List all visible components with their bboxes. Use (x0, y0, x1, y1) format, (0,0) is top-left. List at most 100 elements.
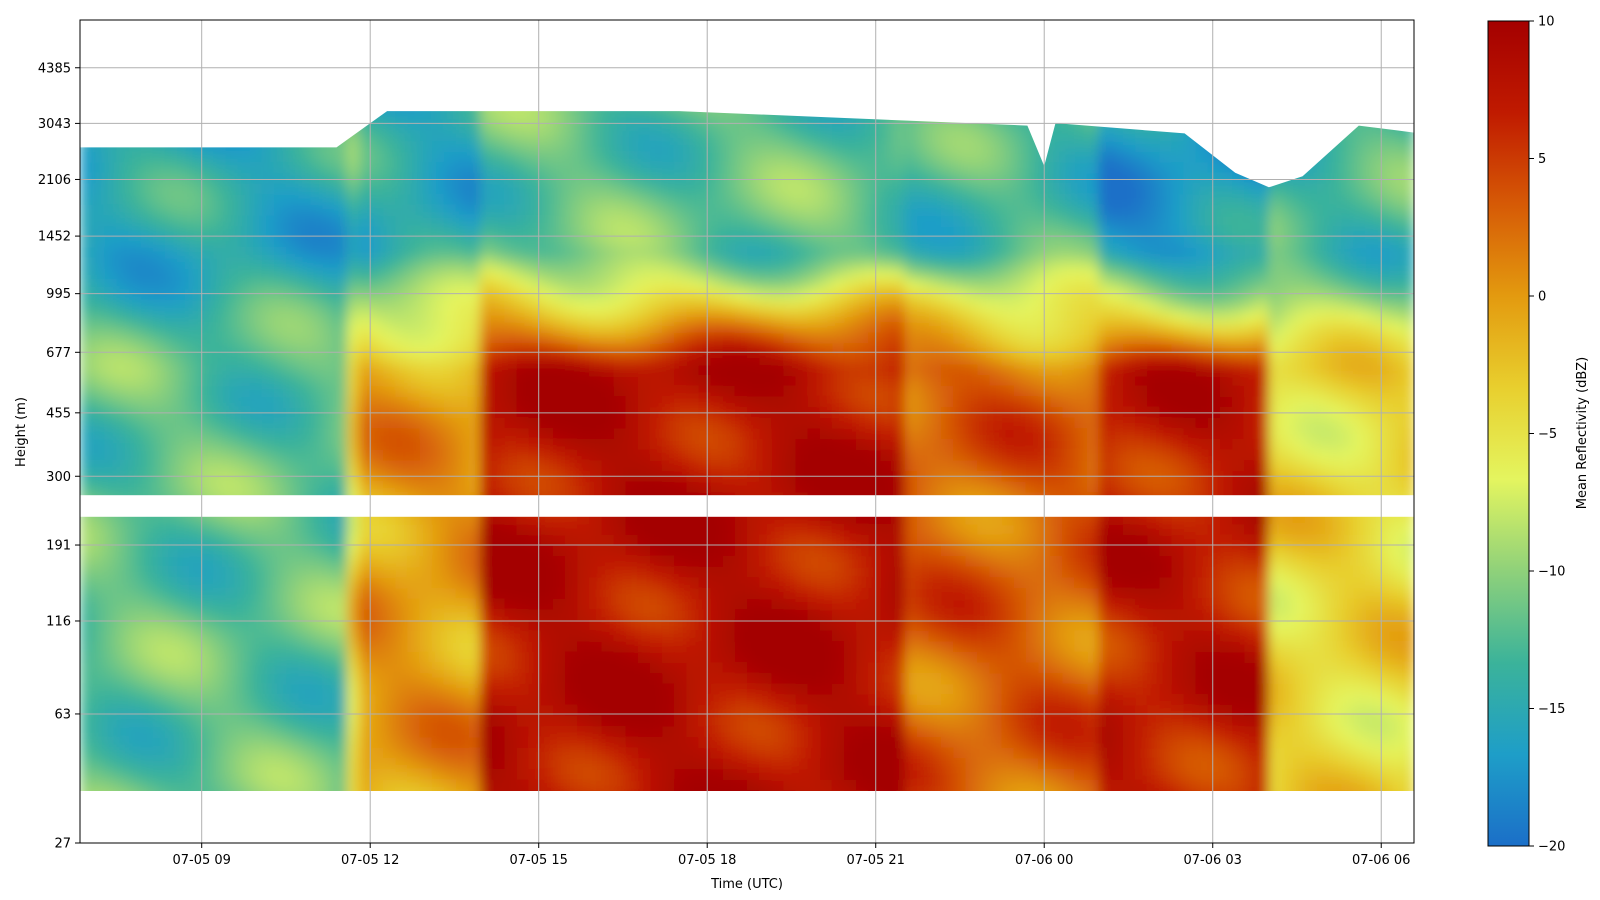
heatmap-cell (177, 513, 190, 525)
heatmap-cell (104, 300, 117, 312)
heatmap-cell (177, 193, 190, 205)
heatmap-cell (298, 385, 311, 397)
heatmap-cell (201, 598, 214, 610)
heatmap-cell (686, 513, 700, 525)
heatmap-cell (407, 395, 421, 408)
heatmap-cell (674, 523, 687, 535)
heatmap-cell (928, 608, 942, 620)
heatmap-cell (286, 332, 299, 344)
heatmap-cell (553, 715, 566, 727)
heatmap-cell (298, 353, 311, 365)
heatmap-cell (152, 246, 166, 258)
heatmap-cell (140, 332, 154, 344)
heatmap-cell (431, 694, 445, 706)
heatmap-cell (104, 363, 117, 376)
heatmap-cell (625, 598, 639, 610)
heatmap-cell (201, 459, 214, 471)
heatmap-cell (880, 417, 894, 429)
heatmap-cell (298, 246, 311, 258)
heatmap-cell (795, 257, 809, 269)
heatmap-cell (686, 555, 700, 567)
heatmap-cell (710, 268, 724, 280)
heatmap-cell (734, 672, 748, 684)
heatmap-cell (868, 768, 881, 780)
heatmap-cell (310, 225, 324, 237)
heatmap-cell (892, 747, 906, 759)
heatmap-cell (346, 672, 360, 684)
heatmap-cell (128, 183, 142, 195)
heatmap-cell (601, 768, 615, 780)
heatmap-cell (601, 672, 615, 684)
heatmap-cell (747, 363, 760, 376)
heatmap-cell (201, 268, 214, 280)
heatmap-cell (395, 332, 408, 344)
heatmap-cell (152, 619, 166, 631)
heatmap-cell (177, 417, 190, 429)
heatmap-cell (795, 449, 809, 461)
heatmap-cell (662, 289, 675, 301)
heatmap-cell (152, 757, 166, 769)
heatmap-cell (104, 417, 117, 429)
heatmap-cell (868, 140, 881, 152)
heatmap-cell (334, 523, 348, 535)
heatmap-cell (807, 630, 821, 642)
heatmap-cell (565, 576, 578, 589)
heatmap-cell (504, 204, 518, 216)
heatmap-cell (274, 534, 287, 546)
heatmap-cell (334, 214, 348, 227)
heatmap-cell (892, 768, 906, 780)
heatmap-cell (904, 342, 918, 354)
heatmap-cell (613, 598, 627, 610)
heatmap-cell (734, 544, 748, 557)
heatmap-cell (80, 374, 93, 386)
heatmap-cell (116, 342, 130, 354)
heatmap-cell (589, 736, 602, 748)
heatmap-cell (516, 289, 530, 301)
heatmap-cell (104, 704, 117, 716)
heatmap-cell (128, 481, 142, 493)
heatmap-cell (140, 566, 154, 578)
heatmap-cell (710, 204, 724, 216)
heatmap-cell (819, 236, 833, 248)
heatmap-cell (371, 662, 384, 674)
heatmap-cell (613, 576, 627, 589)
heatmap-cell (346, 353, 360, 365)
heatmap-cell (928, 779, 942, 791)
heatmap-cell (140, 385, 154, 397)
heatmap-cell (358, 513, 372, 525)
heatmap-cell (419, 438, 433, 450)
heatmap-cell (613, 214, 627, 227)
heatmap-cell (844, 172, 857, 184)
heatmap-cell (383, 619, 396, 631)
heatmap-cell (431, 481, 445, 493)
heatmap-cell (819, 449, 833, 461)
heatmap-cell (504, 417, 518, 429)
heatmap-cell (650, 417, 663, 429)
heatmap-cell (880, 342, 894, 354)
heatmap-cell (189, 576, 202, 589)
heatmap-cell (868, 385, 881, 397)
heatmap-cell (771, 406, 784, 418)
heatmap-cell (274, 523, 287, 535)
heatmap-cell (480, 268, 493, 280)
heatmap-cell (795, 576, 809, 589)
heatmap-cell (298, 736, 311, 748)
heatmap-cell (613, 363, 627, 376)
heatmap-cell (928, 278, 942, 290)
heatmap-cell (468, 747, 481, 759)
heatmap-cell (710, 236, 724, 248)
heatmap-cell (856, 406, 869, 418)
heatmap-cell (152, 779, 166, 791)
heatmap-cell (868, 662, 881, 674)
heatmap-cell (92, 321, 105, 333)
heatmap-cell (637, 704, 651, 716)
heatmap-cell (904, 332, 918, 344)
heatmap-cell (868, 747, 881, 759)
heatmap-cell (431, 417, 445, 429)
heatmap-cell (698, 363, 712, 376)
heatmap-cell (213, 449, 227, 461)
heatmap-cell (686, 108, 700, 120)
heatmap-cell (419, 683, 433, 695)
heatmap-cell (868, 715, 881, 727)
heatmap-cell (807, 513, 821, 525)
